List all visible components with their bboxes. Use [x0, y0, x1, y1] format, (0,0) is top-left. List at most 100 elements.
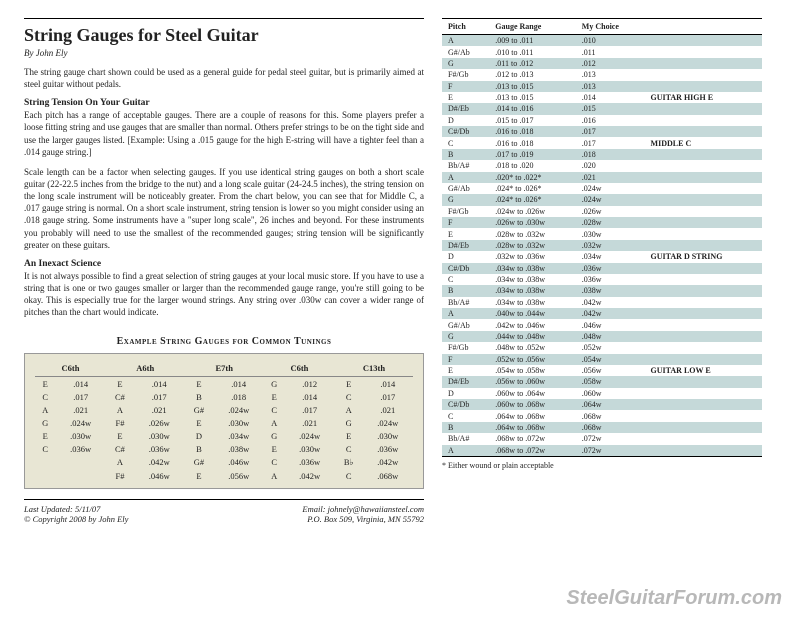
- range-cell: .018 to .020: [489, 160, 576, 171]
- range-cell: .048w to .052w: [489, 342, 576, 353]
- tuning-note: [35, 469, 55, 482]
- choice-cell: .038w: [576, 285, 645, 296]
- range-cell: .024* to .026*: [489, 183, 576, 194]
- range-cell: .017 to .019: [489, 149, 576, 160]
- tuning-note: C#: [106, 390, 134, 403]
- note-cell: [645, 445, 762, 457]
- range-cell: .016 to .018: [489, 126, 576, 137]
- choice-cell: .042w: [576, 297, 645, 308]
- tuning-note: C: [264, 455, 284, 469]
- intro-paragraph: The string gauge chart shown could be us…: [24, 66, 424, 90]
- range-cell: .034w to .038w: [489, 274, 576, 285]
- note-cell: [645, 285, 762, 296]
- choice-cell: .034w: [576, 251, 645, 262]
- range-cell: .024* to .026*: [489, 194, 576, 205]
- tuning-gauge: .038w: [214, 442, 264, 455]
- tuning-gauge: .012: [284, 377, 334, 391]
- range-cell: .011 to .012: [489, 58, 576, 69]
- footnote: * Either wound or plain acceptable: [442, 461, 762, 470]
- gauge-row: F.052w to .056w.054w: [442, 354, 762, 365]
- tuning-gauge: .042w: [284, 469, 334, 482]
- gauge-row: B.034w to .038w.038w: [442, 285, 762, 296]
- tuning-note: G: [264, 429, 284, 442]
- note-cell: [645, 160, 762, 171]
- tuning-note: E: [184, 469, 213, 482]
- tuning-gauge: [55, 469, 105, 482]
- gauge-header: Gauge Range: [489, 19, 576, 35]
- pitch-cell: E: [442, 92, 489, 103]
- gauge-row: C.064w to .068w.068w: [442, 410, 762, 421]
- note-cell: [645, 399, 762, 410]
- note-cell: [645, 319, 762, 330]
- note-cell: [645, 172, 762, 183]
- gauge-row: D#/Eb.028w to .032w.032w: [442, 240, 762, 251]
- tuning-gauge: .024w: [284, 429, 334, 442]
- choice-cell: .046w: [576, 319, 645, 330]
- gauge-row: C#/Db.016 to .018.017: [442, 126, 762, 137]
- choice-cell: .064w: [576, 399, 645, 410]
- pitch-cell: A: [442, 35, 489, 47]
- note-cell: [645, 228, 762, 239]
- gauge-row: F.026w to .030w.028w: [442, 217, 762, 228]
- tuning-note: E: [106, 377, 134, 391]
- gauge-row: B.064w to .068w.068w: [442, 422, 762, 433]
- tuning-gauge: .036w: [134, 442, 184, 455]
- pitch-cell: D: [442, 115, 489, 126]
- tuning-gauge: .017: [284, 403, 334, 416]
- note-cell: [645, 422, 762, 433]
- range-cell: .052w to .056w: [489, 354, 576, 365]
- pitch-cell: A: [442, 308, 489, 319]
- range-cell: .068w to .072w: [489, 433, 576, 444]
- gauge-row: G.024* to .026*.024w: [442, 194, 762, 205]
- choice-cell: .024w: [576, 183, 645, 194]
- tuning-header: E7th: [184, 360, 264, 377]
- section1-heading: String Tension On Your Guitar: [24, 98, 424, 108]
- tuning-gauge: .036w: [284, 455, 334, 469]
- pitch-cell: E: [442, 228, 489, 239]
- tuning-gauge: .056w: [214, 469, 264, 482]
- note-cell: [645, 354, 762, 365]
- range-cell: .028w to .032w: [489, 228, 576, 239]
- tuning-note: E: [35, 429, 55, 442]
- tuning-gauge: .030w: [284, 442, 334, 455]
- choice-cell: .068w: [576, 422, 645, 433]
- range-cell: .013 to .015: [489, 92, 576, 103]
- choice-cell: .013: [576, 69, 645, 80]
- choice-cell: .026w: [576, 206, 645, 217]
- range-cell: .056w to .060w: [489, 376, 576, 387]
- gauge-row: C.034w to .038w.036w: [442, 274, 762, 285]
- note-cell: [645, 183, 762, 194]
- tuning-gauge: .046w: [214, 455, 264, 469]
- note-cell: [645, 206, 762, 217]
- tuning-gauge: .014: [214, 377, 264, 391]
- range-cell: .015 to .017: [489, 115, 576, 126]
- gauge-row: C#/Db.060w to .068w.064w: [442, 399, 762, 410]
- tuning-gauge: .068w: [363, 469, 414, 482]
- choice-cell: .020: [576, 160, 645, 171]
- right-column: PitchGauge RangeMy ChoiceA.009 to .011.0…: [442, 18, 762, 524]
- section1-para1: Each pitch has a range of acceptable gau…: [24, 109, 424, 158]
- tuning-note: E: [264, 390, 284, 403]
- pitch-cell: G#/Ab: [442, 183, 489, 194]
- pitch-cell: B: [442, 149, 489, 160]
- note-cell: GUITAR D STRING: [645, 251, 762, 262]
- gauge-row: A.068w to .072w.072w: [442, 445, 762, 457]
- range-cell: .034w to .038w: [489, 263, 576, 274]
- pitch-cell: C#/Db: [442, 399, 489, 410]
- tuning-note: B: [184, 442, 213, 455]
- tuning-header: A6th: [106, 360, 185, 377]
- choice-cell: .014: [576, 92, 645, 103]
- choice-cell: .018: [576, 149, 645, 160]
- pitch-cell: F#/Gb: [442, 69, 489, 80]
- pitch-cell: D#/Eb: [442, 376, 489, 387]
- note-cell: [645, 308, 762, 319]
- tuning-note: C#: [106, 442, 134, 455]
- choice-cell: .048w: [576, 331, 645, 342]
- note-cell: [645, 240, 762, 251]
- pitch-cell: D#/Eb: [442, 240, 489, 251]
- note-cell: GUITAR LOW E: [645, 365, 762, 376]
- tuning-gauge: .030w: [363, 429, 414, 442]
- tuning-note: B: [184, 390, 213, 403]
- footer-address: P.O. Box 509, Virginia, MN 55792: [307, 514, 424, 524]
- tuning-gauge: .036w: [55, 442, 105, 455]
